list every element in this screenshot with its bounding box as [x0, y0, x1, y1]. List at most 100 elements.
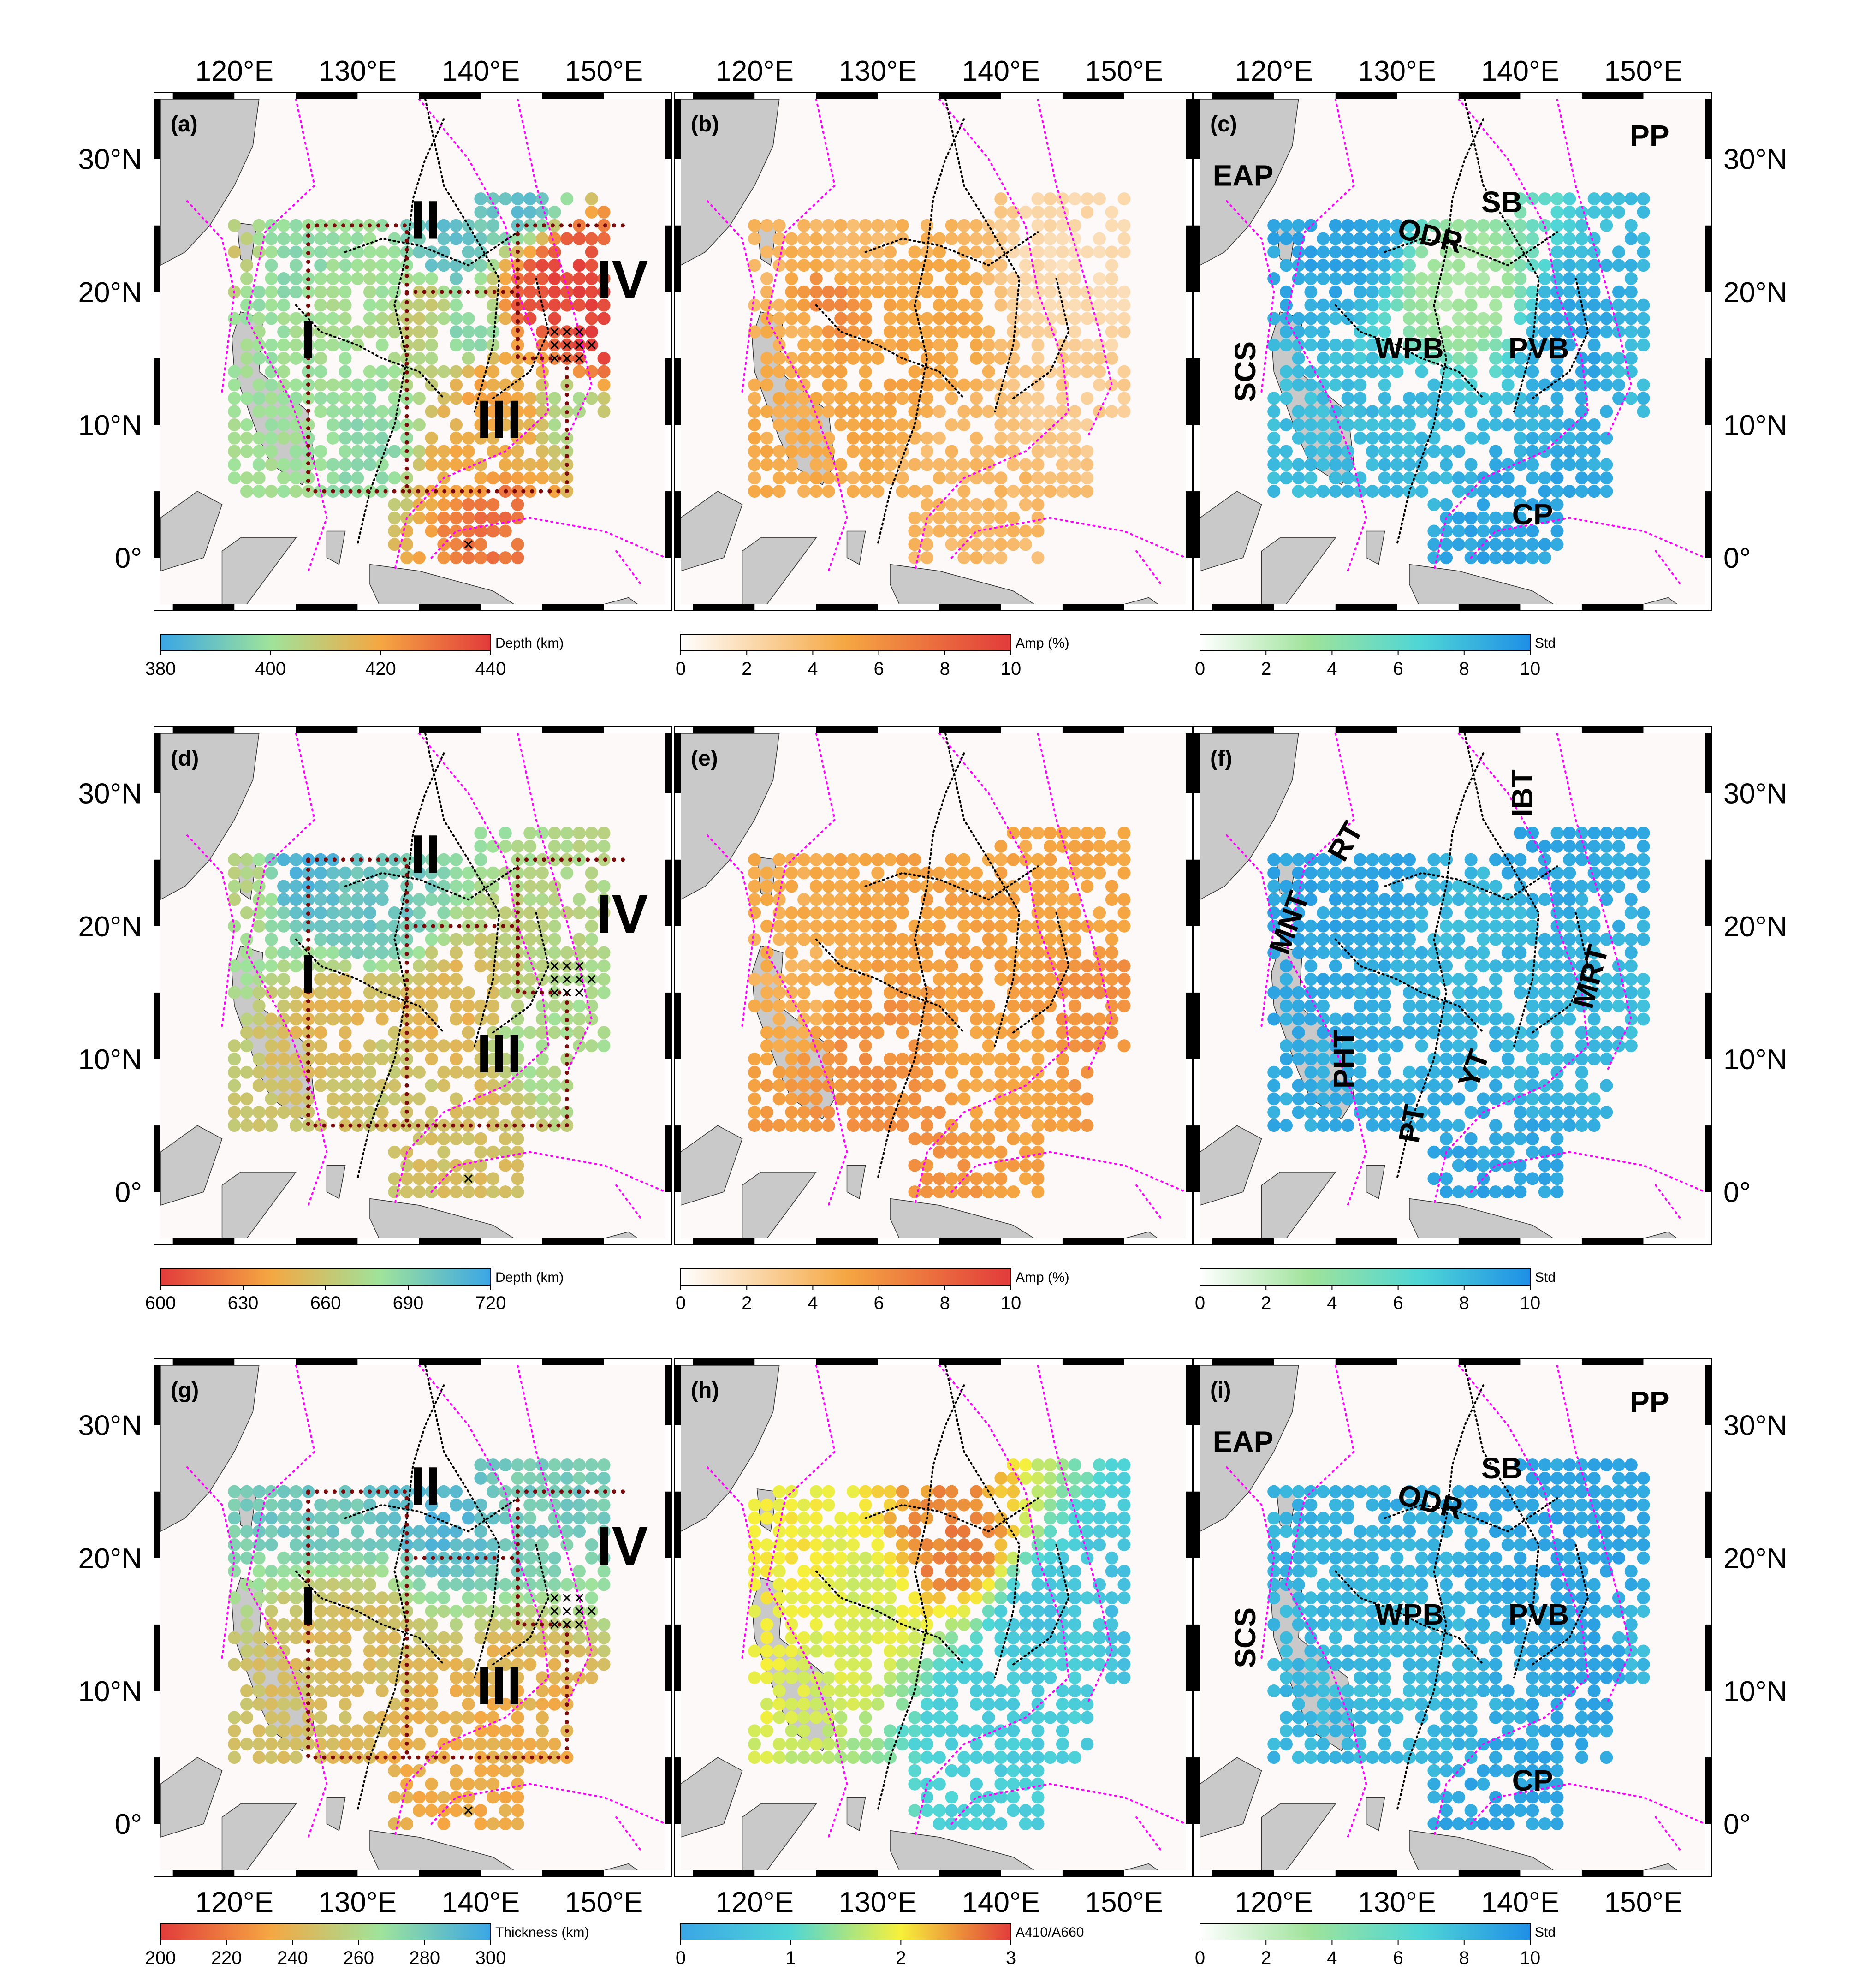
ridge-trench-line [1384, 231, 1558, 267]
data-dot [834, 458, 848, 471]
data-dot [1280, 392, 1293, 405]
data-dot [326, 959, 339, 973]
data-dot [523, 880, 537, 893]
data-dot [1501, 946, 1515, 959]
data-dot [1452, 933, 1465, 946]
data-dot [1587, 485, 1601, 498]
data-dot [1526, 445, 1539, 458]
data-dot [1403, 418, 1416, 431]
data-dot [351, 1565, 364, 1578]
data-dot [1514, 445, 1527, 458]
data-dot [1477, 986, 1490, 999]
data-dot [548, 471, 561, 485]
data-dot [535, 1697, 549, 1711]
data-dot [252, 1738, 266, 1751]
data-dot [945, 339, 958, 352]
data-dot [339, 1026, 352, 1039]
data-dot [499, 1791, 512, 1804]
data-dot [1477, 524, 1490, 538]
data-dot [228, 893, 241, 906]
data-dot [797, 1565, 811, 1578]
data-dot [523, 351, 537, 365]
data-dot [748, 232, 761, 245]
lat-tick-label: 10°N [78, 1676, 142, 1708]
data-dot [957, 418, 971, 431]
data-dot [1390, 906, 1404, 919]
data-dot [1526, 1039, 1539, 1053]
data-dot [511, 458, 524, 471]
data-dot [523, 1485, 537, 1498]
data-dot [970, 511, 983, 524]
data-dot [462, 1065, 475, 1079]
data-dot [1538, 272, 1551, 285]
data-dot [1415, 1012, 1428, 1026]
data-dot [1587, 365, 1601, 378]
data-dot [1563, 1012, 1576, 1026]
data-dot [437, 1538, 451, 1551]
data-dot [982, 933, 995, 946]
data-dot [1440, 1026, 1453, 1039]
data-dot [1068, 946, 1081, 959]
data-dot [1415, 946, 1428, 959]
data-dot [994, 285, 1008, 298]
data-dot [1007, 312, 1020, 325]
data-dot [1031, 893, 1045, 906]
data-dot [994, 1551, 1008, 1565]
data-dot [970, 538, 983, 551]
data-dot [772, 1684, 786, 1697]
data-dot [339, 285, 352, 298]
data-dot [425, 1485, 438, 1498]
data-dot [957, 405, 971, 418]
data-dot [326, 1591, 339, 1605]
data-dot [1378, 431, 1391, 445]
data-dot [871, 418, 885, 431]
data-dot [375, 259, 389, 272]
data-dot [1440, 1092, 1453, 1106]
data-dot [228, 1106, 241, 1119]
data-dot [314, 259, 327, 272]
data-dot [487, 1684, 500, 1697]
colorbar-tick-label: 660 [310, 1293, 341, 1313]
data-dot [1427, 498, 1441, 511]
data-dot [400, 1012, 414, 1026]
data-dot [597, 1471, 611, 1485]
data-dot [1587, 192, 1601, 206]
data-dot [797, 1512, 811, 1525]
data-dot [1501, 339, 1515, 352]
data-dot [375, 405, 389, 418]
data-dot [425, 1538, 438, 1551]
data-dot [1044, 827, 1057, 840]
data-dot [1550, 1039, 1564, 1053]
data-dot [1587, 458, 1601, 471]
data-dot [760, 458, 773, 471]
data-dot [1501, 365, 1515, 378]
place-label: PT [1392, 1102, 1431, 1145]
data-dot [388, 1697, 401, 1711]
data-dot [511, 498, 524, 511]
data-dot [277, 232, 291, 245]
data-dot [474, 192, 487, 206]
data-dot [945, 458, 958, 471]
data-dot [1538, 946, 1551, 959]
data-dot [1550, 192, 1564, 206]
data-dot [1501, 285, 1515, 298]
data-dot [1550, 1092, 1564, 1106]
data-dot [1341, 259, 1354, 272]
data-dot [437, 853, 451, 866]
data-dot [1575, 1106, 1588, 1119]
data-dot [499, 1578, 512, 1591]
data-dot [1637, 192, 1650, 206]
data-dot [921, 378, 934, 392]
data-dot [1031, 272, 1045, 285]
data-dot [351, 471, 364, 485]
data-dot [1403, 959, 1416, 973]
data-dot [1612, 1039, 1625, 1053]
data-dot [1563, 312, 1576, 325]
data-dot [1267, 880, 1281, 893]
data-dot [1403, 986, 1416, 999]
data-dot [1575, 219, 1588, 232]
data-dot [228, 245, 241, 259]
data-dot [921, 1106, 934, 1119]
data-dot [523, 1618, 537, 1631]
data-dot [1538, 959, 1551, 973]
